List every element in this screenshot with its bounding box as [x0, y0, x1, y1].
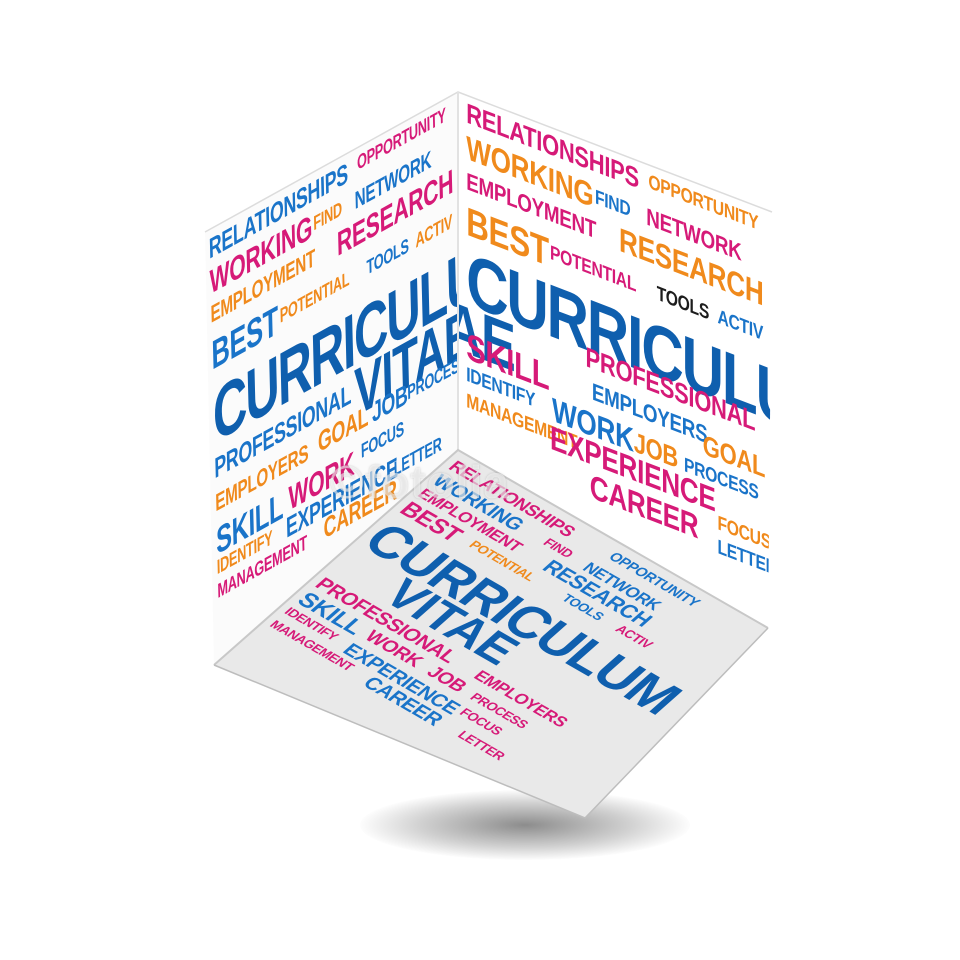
cube-shadow — [360, 790, 690, 860]
watermark: ©fotolia — [330, 456, 510, 508]
